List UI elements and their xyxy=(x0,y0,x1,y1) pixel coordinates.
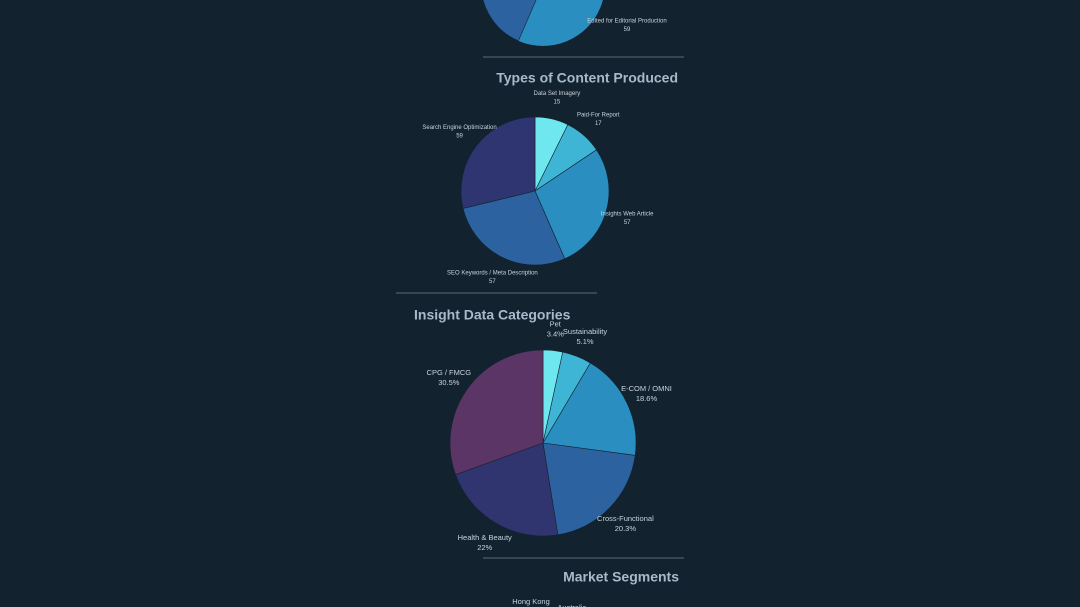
chart-title: Types of Content Produced xyxy=(496,70,678,86)
pie-slice xyxy=(449,349,544,476)
slice-value: 15 xyxy=(554,100,561,106)
pie-slice xyxy=(455,442,559,537)
slice-label: Data Set Imagery xyxy=(534,91,581,97)
slice-value: 20.3% xyxy=(615,524,637,533)
chart-title: Market Segments xyxy=(563,569,679,585)
slice-label: CPG / FMCG xyxy=(427,368,472,377)
pie-slice xyxy=(534,149,610,260)
pie-decoration xyxy=(482,0,537,42)
slice-value: 22% xyxy=(477,543,492,552)
slice-value: 57 xyxy=(624,220,631,226)
pie-slice xyxy=(460,116,536,209)
slice-value: 59 xyxy=(456,134,463,140)
slice-label: Hong Kong xyxy=(512,597,550,606)
slice-label: Insights Web Article xyxy=(601,211,654,217)
slice-label: SEO Keywords / Meta Description xyxy=(447,271,538,277)
slice-value: 57 xyxy=(489,279,496,285)
slice-label: Paid-For Report xyxy=(577,112,620,118)
slice-label: Australia xyxy=(557,603,587,607)
slice-value: 3.4% xyxy=(547,330,564,339)
slice-value: 30.5% xyxy=(438,378,460,387)
pie-slice xyxy=(542,442,636,536)
slice-label: Search Engine Optimization xyxy=(422,125,496,131)
chart-title: Insight Data Categories xyxy=(414,307,571,323)
pie-slice xyxy=(462,190,566,266)
slice-value: 59 xyxy=(624,27,631,33)
slice-label: Sustainability xyxy=(563,327,607,336)
slice-value: 5.1% xyxy=(576,337,593,346)
slice-label: E-COM / OMNI xyxy=(621,384,672,393)
slice-label: Pet xyxy=(550,320,562,329)
slice-value: 17 xyxy=(595,121,602,127)
slice-label: Health & Beauty xyxy=(458,533,512,542)
pie-slice xyxy=(542,362,637,456)
slice-label: Cross-Functional xyxy=(597,514,654,523)
slice-label: Edited for Editorial Production xyxy=(587,19,666,25)
slice-value: 18.6% xyxy=(636,394,658,403)
